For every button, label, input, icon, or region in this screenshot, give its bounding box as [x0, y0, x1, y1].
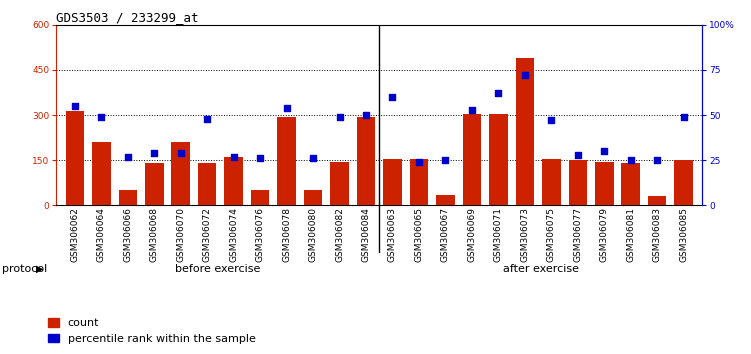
Point	[493, 91, 505, 96]
Bar	[119, 190, 137, 205]
Point	[545, 118, 557, 123]
Bar	[304, 190, 322, 205]
Bar	[463, 114, 481, 205]
Point	[254, 155, 266, 161]
Text: GDS3503 / 233299_at: GDS3503 / 233299_at	[56, 11, 199, 24]
Text: protocol: protocol	[2, 264, 47, 274]
Bar	[542, 159, 560, 205]
Bar	[516, 58, 534, 205]
Point	[360, 112, 372, 118]
Bar	[622, 163, 640, 205]
Point	[201, 116, 213, 121]
Point	[466, 107, 478, 113]
Bar	[92, 142, 110, 205]
Point	[148, 150, 160, 156]
Bar	[330, 162, 348, 205]
Bar	[569, 160, 587, 205]
Point	[651, 157, 663, 163]
Text: before exercise: before exercise	[175, 264, 261, 274]
Point	[625, 157, 637, 163]
Bar	[251, 190, 270, 205]
Bar	[436, 195, 454, 205]
Point	[307, 155, 319, 161]
Bar	[357, 116, 376, 205]
Bar	[277, 116, 296, 205]
Point	[519, 73, 531, 78]
Point	[599, 148, 611, 154]
Point	[281, 105, 293, 111]
Point	[677, 114, 689, 120]
Legend: count, percentile rank within the sample: count, percentile rank within the sample	[43, 314, 260, 348]
Bar	[225, 157, 243, 205]
Bar	[65, 110, 84, 205]
Bar	[171, 142, 190, 205]
Point	[69, 103, 81, 109]
Bar	[674, 160, 693, 205]
Point	[439, 157, 451, 163]
Bar	[595, 162, 614, 205]
Point	[387, 94, 399, 100]
Bar	[145, 163, 164, 205]
Point	[122, 154, 134, 159]
Bar	[648, 196, 666, 205]
Point	[228, 154, 240, 159]
Text: ▶: ▶	[36, 264, 44, 274]
Text: after exercise: after exercise	[502, 264, 579, 274]
Point	[95, 114, 107, 120]
Point	[413, 159, 425, 165]
Point	[333, 114, 345, 120]
Point	[175, 150, 187, 156]
Bar	[383, 159, 402, 205]
Bar	[198, 163, 216, 205]
Bar	[489, 114, 508, 205]
Bar	[410, 159, 428, 205]
Point	[572, 152, 584, 158]
